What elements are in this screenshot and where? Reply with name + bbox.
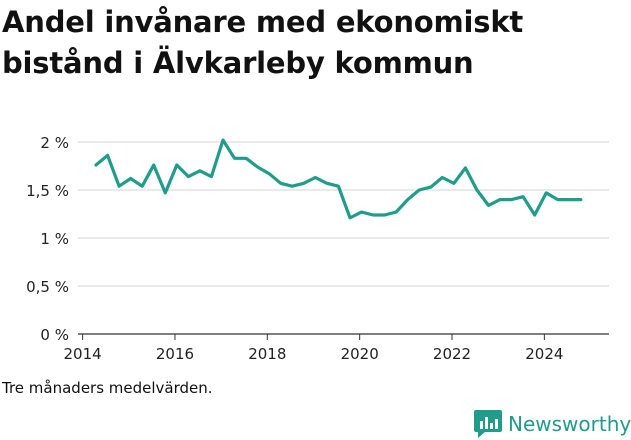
y-tick-label: 1,5 % <box>26 182 69 200</box>
newsworthy-logo-icon <box>474 410 502 438</box>
data-point <box>521 195 525 198</box>
data-point <box>498 198 502 201</box>
y-tick-label: 0 % <box>40 326 69 344</box>
data-point <box>129 177 132 180</box>
data-point <box>325 182 329 185</box>
data-point <box>579 198 582 201</box>
data-point <box>394 210 398 214</box>
data-point <box>360 210 363 214</box>
line-chart: 0 % 0,5 % 1 % 1,5 % 2 % 2014 2016 2018 2020 2022… <box>26 134 609 363</box>
x-tick-label: 2018 <box>248 345 286 363</box>
data-point <box>244 157 248 160</box>
data-point <box>568 198 571 201</box>
data-point <box>452 182 456 185</box>
chart-series <box>94 138 583 220</box>
data-point <box>221 138 225 142</box>
data-point <box>233 157 236 160</box>
chart-title: Andel invånare med ekonomiskt bistånd i … <box>2 5 524 80</box>
data-point <box>175 163 178 167</box>
data-point <box>383 213 386 217</box>
data-point <box>487 204 490 207</box>
data-point <box>164 191 167 195</box>
data-point <box>302 182 305 185</box>
data-point <box>106 154 109 157</box>
data-point <box>152 163 155 167</box>
data-point <box>279 182 282 185</box>
y-tick-label: 2 % <box>40 134 69 152</box>
data-point <box>187 175 190 178</box>
data-point <box>406 198 409 201</box>
chart-note: Tre månaders medelvärden. <box>2 379 213 397</box>
data-point <box>141 185 144 188</box>
data-point <box>533 213 536 217</box>
data-point <box>94 163 98 167</box>
data-point <box>314 176 317 179</box>
brand-name: Newsworthy <box>508 412 631 436</box>
y-tick-label: 1 % <box>40 230 69 248</box>
x-tick-label: 2016 <box>156 345 194 363</box>
data-point <box>117 185 121 188</box>
x-tick-label: 2020 <box>341 345 379 363</box>
series-line <box>94 138 583 220</box>
data-point <box>256 165 259 169</box>
data-point <box>418 188 421 192</box>
data-point <box>291 185 294 188</box>
data-point <box>441 176 444 179</box>
chart-gridlines <box>78 141 609 287</box>
data-point <box>475 188 479 192</box>
data-point <box>348 216 352 219</box>
y-axis-tick-labels: 0 % 0,5 % 1 % 1,5 % 2 % <box>26 134 69 344</box>
x-tick-label: 2014 <box>64 345 102 363</box>
data-point <box>337 185 340 188</box>
x-axis: 2014 2016 2018 2020 2022 2024 <box>64 333 609 363</box>
brand-logo[interactable]: Newsworthy <box>474 408 631 440</box>
data-point <box>510 198 513 201</box>
data-point <box>464 166 467 170</box>
data-point <box>556 198 559 201</box>
data-point <box>210 175 213 178</box>
data-point <box>268 172 271 175</box>
data-point <box>198 169 202 172</box>
data-point <box>429 185 432 189</box>
data-point <box>545 191 548 195</box>
x-tick-label: 2024 <box>525 345 563 363</box>
data-point <box>371 213 375 217</box>
x-tick-label: 2022 <box>433 345 471 363</box>
y-tick-label: 0,5 % <box>26 278 69 296</box>
